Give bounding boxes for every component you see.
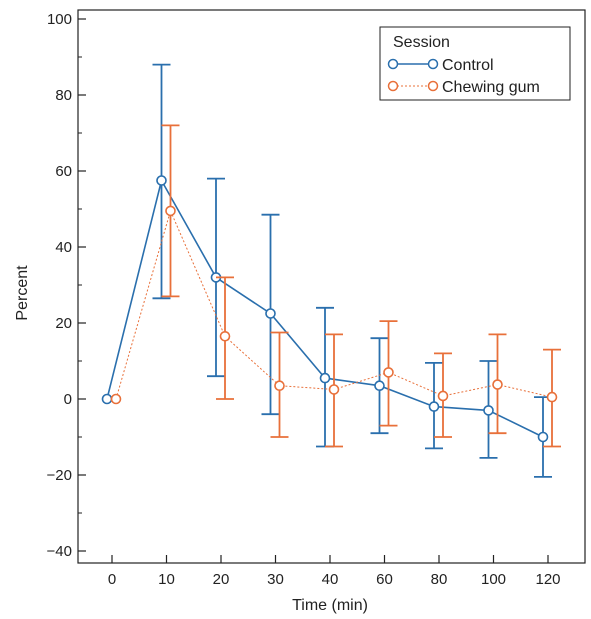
series-chewing-gum [110, 124, 561, 448]
data-point-control [374, 380, 385, 392]
data-point-control [483, 405, 494, 416]
data-point-chewing-gum [110, 393, 122, 405]
data-point-chewing-gum [274, 380, 285, 392]
x-tick-label: 40 [322, 571, 339, 588]
y-tick-label: −20 [47, 467, 72, 484]
y-tick-label: 40 [55, 239, 72, 256]
data-point-control [319, 372, 331, 384]
data-point-chewing-gum [546, 391, 558, 403]
x-axis: 0 10 20 30 40 60 80 100 120 [108, 555, 561, 588]
data-point-chewing-gum [437, 390, 449, 402]
legend-chewing-gum-label: Chewing gum [442, 79, 540, 96]
data-point-control [537, 431, 549, 443]
data-point-chewing-gum [165, 205, 176, 217]
legend-control-marker-right [427, 58, 439, 70]
data-point-control [101, 393, 113, 405]
legend: Session Control Chewing gum [379, 26, 571, 101]
x-tick-label: 100 [481, 571, 506, 588]
legend-title: Session [393, 34, 450, 51]
x-tick-label: 120 [535, 571, 560, 588]
data-point-control [265, 308, 276, 319]
series-layer [101, 63, 561, 478]
data-point-chewing-gum [219, 330, 231, 342]
y-tick-label: 0 [64, 391, 72, 408]
data-point-chewing-gum [383, 367, 394, 378]
data-point-chewing-gum [492, 379, 503, 390]
x-tick-label: 30 [267, 571, 284, 588]
data-point-control [428, 401, 440, 412]
y-tick-label: 80 [55, 87, 72, 104]
x-tick-label: 80 [431, 571, 448, 588]
x-tick-label: 20 [213, 571, 230, 588]
x-tick-label: 60 [376, 571, 393, 588]
y-tick-label: 100 [47, 11, 72, 28]
legend-chewing-gum-marker-right [427, 80, 439, 92]
y-axis: −40 −20 0 20 40 60 80 100 [47, 11, 86, 560]
x-tick-label: 0 [108, 571, 116, 588]
x-tick-label: 10 [158, 571, 175, 588]
legend-control-label: Control [442, 57, 494, 74]
data-point-chewing-gum [328, 384, 340, 395]
y-tick-label: 60 [55, 163, 72, 180]
x-axis-title: Time (min) [292, 597, 368, 614]
y-tick-label: 20 [55, 315, 72, 332]
plot-frame [77, 9, 586, 564]
data-point-control [156, 175, 167, 186]
y-axis-title: Percent [14, 265, 31, 321]
y-tick-label: −40 [47, 543, 72, 560]
legend-control-marker-left [387, 58, 399, 70]
legend-chewing-gum-marker-left [387, 80, 399, 92]
